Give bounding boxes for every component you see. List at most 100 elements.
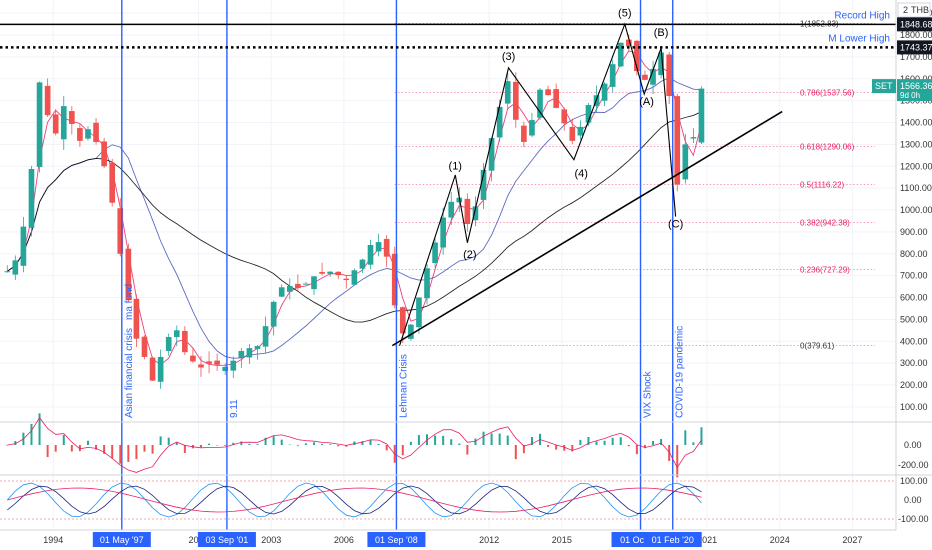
candle-body[interactable] — [44, 85, 51, 116]
candle-body[interactable] — [577, 126, 584, 136]
candle-body[interactable] — [561, 109, 568, 124]
candle-body[interactable] — [149, 357, 156, 381]
candle-body[interactable] — [319, 272, 325, 274]
candle-body[interactable] — [303, 283, 309, 285]
candle-body[interactable] — [440, 217, 446, 248]
candle-body[interactable] — [109, 162, 116, 203]
candle-body[interactable] — [512, 81, 519, 120]
date-badge[interactable] — [92, 532, 151, 547]
macd-bar — [652, 441, 655, 445]
candle-body[interactable] — [658, 52, 664, 76]
currency-badge[interactable] — [897, 2, 931, 18]
candle-body[interactable] — [4, 271, 11, 273]
candle-body[interactable] — [625, 39, 632, 47]
candle-body[interactable] — [569, 126, 576, 141]
candle-body[interactable] — [642, 74, 648, 80]
candle-body[interactable] — [117, 208, 124, 254]
candle-body[interactable] — [93, 122, 99, 143]
candle-body[interactable] — [173, 330, 180, 338]
candle-body[interactable] — [617, 42, 624, 67]
candle-body[interactable] — [545, 89, 551, 96]
candle-body[interactable] — [52, 114, 59, 134]
candle-body[interactable] — [601, 83, 608, 101]
candle-body[interactable] — [20, 226, 27, 266]
candle-body[interactable] — [327, 271, 333, 274]
candle-body[interactable] — [666, 54, 672, 97]
candle-body[interactable] — [399, 307, 406, 334]
candle-body[interactable] — [480, 169, 487, 200]
trend-line[interactable] — [391, 110, 783, 347]
candle-body[interactable] — [60, 106, 67, 140]
horizontal-levels[interactable]: Record High M Lower High — [0, 10, 896, 49]
candle-body[interactable] — [85, 129, 91, 139]
date-badge[interactable] — [367, 532, 426, 547]
candle-body[interactable] — [408, 324, 414, 339]
candle-body[interactable] — [690, 137, 697, 139]
candle-body[interactable] — [416, 297, 422, 328]
candle-body[interactable] — [553, 89, 559, 108]
candle-body[interactable] — [238, 350, 245, 358]
candle-body[interactable] — [496, 106, 503, 138]
date-badge[interactable] — [643, 532, 702, 547]
candle-body[interactable] — [278, 287, 285, 297]
candle-body[interactable] — [133, 298, 140, 339]
candle-body[interactable] — [698, 88, 705, 143]
candle-body[interactable] — [125, 248, 132, 301]
candle-body[interactable] — [391, 253, 398, 306]
candle-body[interactable] — [343, 278, 350, 280]
macd-bar — [264, 437, 267, 445]
candle-body[interactable] — [222, 366, 229, 372]
candle-body[interactable] — [682, 144, 689, 180]
candle-body[interactable] — [270, 301, 277, 327]
candle-body[interactable] — [351, 270, 358, 285]
candle-body[interactable] — [214, 360, 220, 365]
candle-body[interactable] — [246, 348, 253, 358]
candle-body[interactable] — [634, 40, 640, 72]
price-candles[interactable] — [4, 34, 705, 389]
candle-body[interactable] — [472, 206, 479, 221]
candle-body[interactable] — [12, 260, 19, 275]
candle-body[interactable] — [69, 111, 75, 124]
candle-body[interactable] — [295, 283, 301, 289]
candle-body[interactable] — [165, 337, 172, 351]
candle-body[interactable] — [650, 68, 656, 85]
candle-body[interactable] — [206, 361, 212, 364]
date-badge[interactable] — [197, 532, 256, 547]
candle-body[interactable] — [262, 326, 269, 347]
candle-body[interactable] — [198, 364, 204, 368]
candle-body[interactable] — [537, 89, 543, 118]
candle-body[interactable] — [674, 96, 681, 185]
candle-body[interactable] — [609, 64, 616, 87]
candle-body[interactable] — [424, 268, 430, 299]
candle-body[interactable] — [488, 138, 495, 171]
candle-body[interactable] — [230, 360, 237, 371]
candle-body[interactable] — [254, 346, 261, 349]
time-axis[interactable]: 19942000200320062012201520212024202701 M… — [0, 529, 896, 547]
candle-body[interactable] — [141, 336, 148, 357]
candle-body[interactable] — [432, 242, 438, 264]
candle-body[interactable] — [367, 245, 374, 265]
candle-body[interactable] — [504, 81, 511, 104]
candle-body[interactable] — [286, 286, 293, 292]
candle-body[interactable] — [28, 168, 35, 228]
candle-body[interactable] — [585, 105, 592, 123]
candle-body[interactable] — [311, 276, 317, 290]
candle-body[interactable] — [448, 201, 455, 218]
candle-body[interactable] — [182, 330, 188, 353]
event-lines[interactable]: Asian financial crisis ma fund 9.11 Lehman … — [121, 0, 686, 530]
candle-body[interactable] — [359, 259, 366, 269]
elliott-wave[interactable]: (1) (2) (3) (4) (5) (A) (B) (C) — [391, 7, 783, 347]
candle-body[interactable] — [529, 120, 535, 136]
candle-body[interactable] — [157, 356, 164, 382]
candle-body[interactable] — [375, 242, 382, 252]
macd-bar — [143, 445, 146, 452]
candle-body[interactable] — [335, 271, 342, 276]
candle-body[interactable] — [383, 238, 390, 257]
candle-body[interactable] — [36, 82, 43, 167]
candle-body[interactable] — [77, 128, 83, 141]
candle-body[interactable] — [521, 125, 527, 142]
candle-body[interactable] — [101, 141, 107, 167]
candle-body[interactable] — [464, 198, 471, 224]
candle-body[interactable] — [190, 355, 196, 362]
